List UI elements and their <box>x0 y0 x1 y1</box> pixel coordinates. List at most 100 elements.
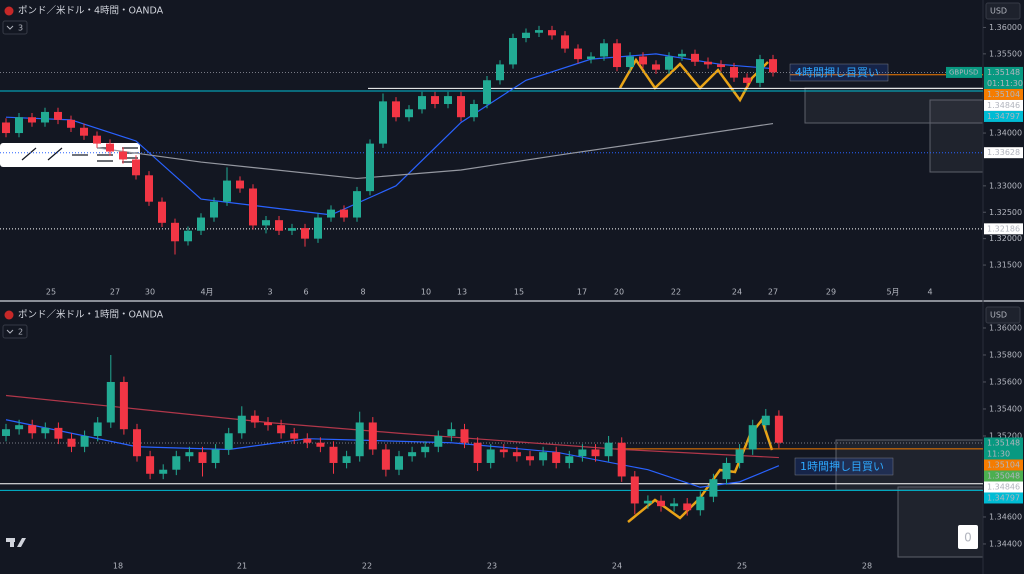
zone <box>804 87 984 124</box>
candle-body <box>483 80 491 105</box>
candle-body <box>275 220 283 231</box>
zone <box>835 439 984 491</box>
currency: USD <box>990 311 1007 320</box>
candle-body <box>106 381 115 423</box>
indicator-box <box>2 20 28 35</box>
x-tick-label: 8 <box>360 288 365 297</box>
x-tick-label: 28 <box>862 562 872 571</box>
candle-body <box>211 449 220 463</box>
candle-body <box>93 422 102 436</box>
countdown: 11:30 <box>987 449 1010 458</box>
candle-body <box>342 456 351 463</box>
candle-body <box>67 119 75 128</box>
candle-body <box>457 96 465 118</box>
candle-body <box>486 449 495 463</box>
y-tick-label: 1.35800 <box>989 350 1022 359</box>
tool-ray[interactable] <box>47 147 63 161</box>
y-tick-label: 1.36000 <box>989 323 1022 332</box>
price-badge <box>984 492 1023 504</box>
candle-body <box>172 456 181 470</box>
candle-body <box>146 456 155 474</box>
candle-body <box>617 442 626 477</box>
symbol-icon <box>4 6 14 16</box>
candle-body <box>405 109 413 118</box>
x-tick-label: 27 <box>768 288 778 297</box>
tool-trend[interactable] <box>21 147 37 161</box>
candle-body <box>774 415 783 443</box>
price-badge <box>984 66 1023 89</box>
x-tick-label: 17 <box>577 288 587 297</box>
x-tick-label: 4月 <box>200 288 213 297</box>
x-tick-label: 24 <box>612 562 622 571</box>
indicator-box <box>2 324 28 339</box>
candle-body <box>522 32 530 39</box>
candle-body <box>171 222 179 242</box>
candle-body <box>447 429 456 436</box>
candle-body <box>340 209 348 218</box>
x-tick-label: 24 <box>732 288 742 297</box>
candle-body <box>277 425 286 434</box>
candle-body <box>301 228 309 239</box>
price-label: 1.34797 <box>987 112 1020 121</box>
x-tick-label: 4 <box>927 288 932 297</box>
candle-body <box>119 381 128 430</box>
candle-body <box>665 56 673 70</box>
y-tick-label: 1.32000 <box>989 234 1022 243</box>
candle-body <box>539 452 548 461</box>
badge-bg <box>958 525 978 549</box>
candle-body <box>769 59 777 73</box>
candle-body <box>535 30 543 33</box>
candle-body <box>80 127 88 136</box>
y-tick-label: 1.33000 <box>989 181 1022 190</box>
candle-body <box>355 422 364 457</box>
candle-body <box>158 201 166 223</box>
candle-body <box>652 64 660 70</box>
candle-body <box>119 151 127 160</box>
price-badge <box>984 99 1023 111</box>
candle-body <box>250 415 259 423</box>
y-tick-label: 1.35500 <box>989 49 1022 58</box>
candle-body <box>237 415 246 434</box>
x-tick-label: 13 <box>457 288 467 297</box>
zone <box>929 99 984 173</box>
candle-body <box>691 53 699 62</box>
candle-body <box>561 35 569 49</box>
candle-body <box>145 175 153 202</box>
candle-body <box>613 43 621 68</box>
candle-body <box>133 429 141 457</box>
y-tick-label: 1.34600 <box>989 512 1022 521</box>
candle-body <box>548 30 556 36</box>
candle-body <box>696 496 705 511</box>
price-label: 1.33628 <box>987 148 1020 157</box>
candle-body <box>591 449 600 457</box>
countdown: 01:11:30 <box>987 79 1023 88</box>
price-label: 1.35148 <box>987 68 1020 77</box>
candle-body <box>552 452 561 463</box>
y-tick-label: 1.35600 <box>989 377 1022 386</box>
chevron <box>6 329 14 334</box>
y-tick-label: 1.35400 <box>989 404 1022 413</box>
y-tick-label: 1.34000 <box>989 129 1022 138</box>
candle-body <box>499 449 508 453</box>
price-badge <box>984 470 1023 482</box>
indicator-count: 2 <box>18 328 23 337</box>
candle-body <box>434 435 443 447</box>
candle-body <box>496 64 504 81</box>
price-badge <box>984 459 1023 471</box>
candle-body <box>512 452 521 457</box>
candle-body <box>735 449 744 463</box>
chart-title: ポンド／米ドル・4時間・OANDA <box>18 5 164 17</box>
symbol: GBPUSD <box>949 68 978 76</box>
candle-body <box>392 101 400 118</box>
candle-body <box>643 500 652 504</box>
candle-body <box>722 462 731 480</box>
candle-body <box>67 438 76 447</box>
candle-body <box>444 96 452 105</box>
candle-body <box>288 228 296 231</box>
symbol-icon <box>4 310 14 320</box>
candle-body <box>381 449 390 470</box>
candle-body <box>626 56 634 68</box>
candle-body <box>657 500 665 507</box>
x-tick-label: 27 <box>110 288 120 297</box>
price-label: 1.35104 <box>987 90 1020 99</box>
